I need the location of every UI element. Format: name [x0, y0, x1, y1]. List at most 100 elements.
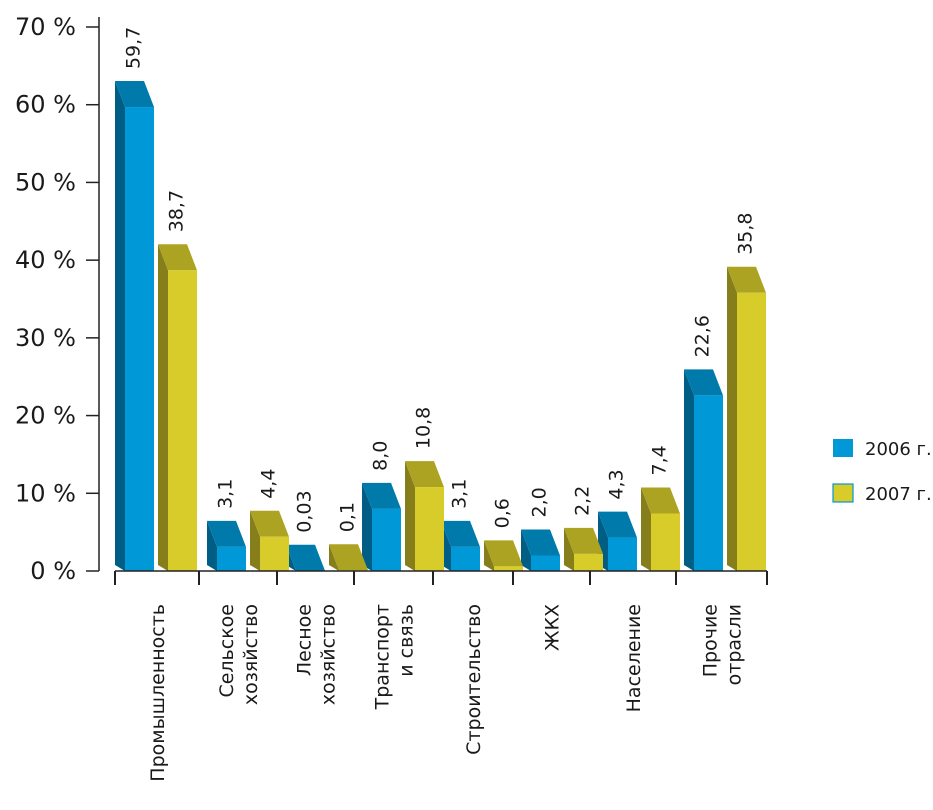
category-label: и связь [396, 604, 418, 677]
bar-side [684, 369, 694, 571]
bar-front [531, 555, 560, 571]
bar-front [125, 107, 154, 571]
legend-label: 2006 г. [865, 439, 932, 460]
bar-side [641, 487, 651, 571]
bar-front [372, 508, 401, 571]
bar-front [217, 546, 246, 571]
bar-top [158, 244, 197, 271]
data-label: 22,6 [692, 315, 714, 357]
bar-front [494, 566, 523, 571]
category-label: Население [623, 604, 645, 712]
y-tick-label: 70 % [15, 13, 76, 41]
bar-side [564, 527, 574, 571]
bar-side [362, 482, 372, 571]
bar-top [115, 81, 154, 108]
legend-label: 2007 г. [865, 484, 932, 505]
bars: 59,7 3,1 0,03 8,0 3,1 2,0 4,3 22,6 38,7 4,4 0,1 10,… [115, 27, 766, 571]
category-label: Лесное [294, 604, 316, 676]
bar-side [521, 529, 531, 571]
bar-2006 [521, 529, 560, 571]
bar-front [168, 270, 197, 571]
bar-side [250, 510, 260, 571]
bar-front [608, 537, 637, 571]
bar-top [521, 529, 560, 556]
bar-front [415, 487, 444, 571]
bar-top [207, 520, 246, 547]
bar-top [362, 482, 401, 509]
data-label: 7,4 [649, 445, 671, 475]
bar-front [451, 546, 480, 571]
bar-front [694, 395, 723, 571]
bar-2007 [727, 266, 766, 571]
bar-2006 [286, 544, 325, 571]
data-label: 2,2 [572, 486, 594, 516]
bar-2007 [484, 540, 523, 571]
bar-top [286, 544, 325, 571]
bar-side [115, 81, 125, 571]
x-axis: Промышленность Сельское хозяйство Лесное хоз… [114, 570, 768, 782]
data-label: 2,0 [529, 487, 551, 517]
category-label: ЖКХ [542, 604, 564, 651]
y-tick-label: 40 % [15, 246, 76, 274]
bar-2007 [641, 487, 680, 571]
bar-2006 [684, 369, 723, 571]
bar-top [441, 520, 480, 547]
bar-2006 [441, 520, 480, 571]
data-label: 3,1 [449, 479, 471, 509]
bar-top [598, 511, 637, 538]
data-label: 0,03 [294, 490, 316, 532]
category-label: Сельское [216, 604, 238, 698]
y-tick-label: 0 % [30, 557, 76, 585]
bar-2006 [207, 520, 246, 571]
category-label: хозяйство [240, 604, 262, 705]
category-label: отрасли [724, 604, 746, 685]
data-label: 4,3 [606, 469, 628, 499]
data-label: 8,0 [370, 441, 392, 471]
category-label: хозяйство [318, 604, 340, 705]
y-tick-label: 50 % [15, 168, 76, 196]
bar-2007 [405, 461, 444, 571]
bar-side [727, 266, 737, 571]
category-label: Строительство [463, 604, 485, 755]
bar-2006 [598, 511, 637, 571]
bar-top [684, 369, 723, 396]
y-tick-label: 30 % [15, 324, 76, 352]
bar-front [737, 292, 766, 571]
data-label: 0,1 [337, 502, 359, 532]
y-tick-label: 20 % [15, 402, 76, 430]
data-label: 59,7 [123, 27, 145, 69]
bar-2007 [250, 510, 289, 571]
bar-front [651, 513, 680, 571]
bar-top [329, 544, 368, 571]
bar-top [727, 266, 766, 293]
legend-swatch [832, 483, 854, 503]
bar-2006 [115, 81, 154, 571]
bar-side [484, 540, 494, 571]
bar-top [250, 510, 289, 537]
legend: 2006 г. 2007 г. [832, 439, 932, 505]
bar-top [405, 461, 444, 488]
category-label: Промышленность [147, 604, 169, 782]
category-label: Транспорт [372, 604, 394, 710]
bar-front [574, 553, 603, 571]
bar-top [641, 487, 680, 514]
bar-side [158, 244, 168, 571]
data-label: 0,6 [492, 498, 514, 528]
data-label: 38,7 [166, 190, 188, 232]
bar-2007 [564, 527, 603, 571]
y-axis: 0 % 10 % 20 % 30 % 40 % 50 % 60 % 70 % [15, 13, 100, 585]
bar-front [260, 536, 289, 571]
bar-top [484, 540, 523, 567]
y-tick-label: 10 % [15, 479, 76, 507]
y-tick-label: 60 % [15, 91, 76, 119]
data-label: 10,8 [413, 407, 435, 449]
bar-top [564, 527, 603, 554]
data-label: 3,1 [215, 479, 237, 509]
category-label: Прочие [700, 604, 722, 677]
bar-side [405, 461, 415, 571]
bar-2006 [362, 482, 401, 571]
bar-2007 [158, 244, 197, 571]
data-label: 35,8 [735, 212, 757, 254]
data-label: 4,4 [258, 469, 280, 499]
